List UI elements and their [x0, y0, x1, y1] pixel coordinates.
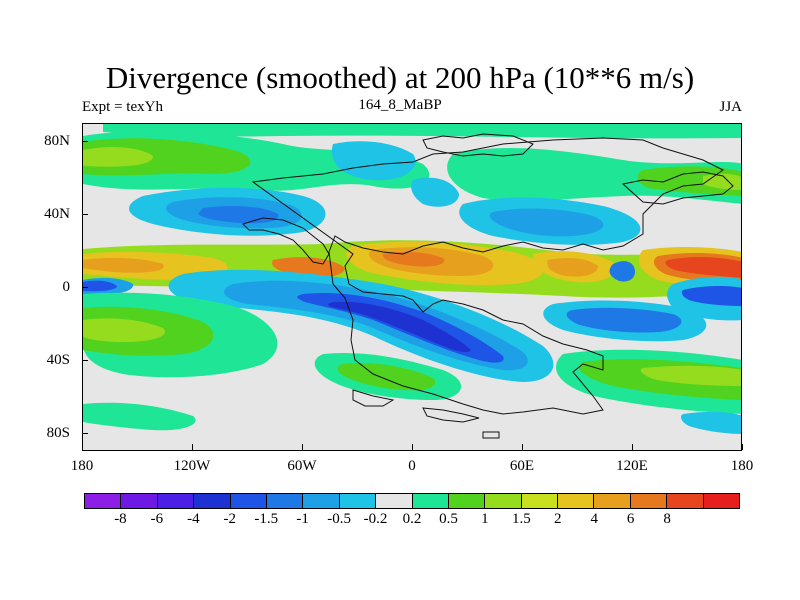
lat-tick-mark	[82, 432, 88, 434]
colorbar-label: 0.5	[439, 511, 458, 527]
lat-tick-label: 40S	[46, 351, 70, 368]
lat-tick-label: 80N	[44, 133, 70, 150]
period-label: 164_8_MaBP	[358, 97, 442, 113]
colorbar-swatch	[521, 494, 559, 508]
colorbar-label: -6	[150, 511, 164, 527]
colorbar-swatch	[703, 494, 740, 508]
divergence-contour-region	[637, 166, 741, 196]
experiment-label: Expt = texYh	[82, 99, 163, 115]
colorbar-label: -0.5	[327, 511, 351, 527]
lon-tick-label: 120E	[616, 458, 648, 474]
continent-outline	[422, 133, 534, 157]
lat-tick-mark	[82, 287, 88, 288]
lon-tick-mark	[302, 444, 303, 450]
divergence-contour-region	[489, 208, 604, 237]
colorbar-label: 4	[590, 511, 598, 527]
lat-tick-label: 80S	[46, 424, 70, 441]
colorbar-swatch	[630, 494, 668, 508]
lon-tick-label: 60E	[509, 458, 535, 474]
lon-tick-mark	[192, 444, 193, 450]
continent-outline	[482, 431, 500, 439]
colorbar-labels: -8 -6 -4 -2 -1.5 -1 -0.5 -0.2 0.2 0.5 1 1.5 2 4 6 8	[84, 510, 740, 530]
colorbar-label: 8	[663, 511, 671, 527]
map-panel	[82, 123, 742, 451]
colorbar-swatch	[376, 494, 413, 508]
divergence-contour-region	[411, 177, 459, 207]
colorbar-label: 6	[626, 511, 635, 527]
divergence-contour-region	[328, 301, 471, 353]
lon-tick-label: 0	[408, 458, 416, 474]
continent-outline	[352, 389, 395, 407]
colorbar-swatch	[594, 494, 631, 508]
colorbar-label: -1	[296, 511, 309, 527]
continent-outline	[422, 407, 480, 423]
lon-tick-mark	[522, 444, 523, 450]
lat-tick-label: 0	[62, 279, 71, 295]
divergence-field-map	[83, 124, 741, 450]
divergence-contour-region	[640, 365, 741, 386]
divergence-contour-region	[83, 280, 117, 292]
lon-tick-label: 180	[70, 458, 94, 474]
divergence-contour-region	[382, 251, 445, 267]
lat-tick-label: 40N	[44, 206, 70, 223]
lon-tick-label: 180	[730, 458, 754, 474]
colorbar	[84, 493, 740, 509]
lat-tick-mark	[82, 141, 88, 143]
colorbar-swatch	[485, 494, 522, 508]
divergence-contour-region	[331, 141, 416, 181]
lon-tick-mark	[82, 444, 83, 450]
continent-outline	[621, 171, 734, 205]
colorbar-swatch	[85, 494, 122, 508]
colorbar-swatch	[230, 494, 267, 508]
lat-tick-mark	[82, 359, 88, 361]
colorbar-swatch	[558, 494, 595, 508]
divergence-contour-region	[566, 307, 682, 333]
colorbar-swatch	[448, 494, 486, 508]
lon-tick-mark	[412, 444, 413, 450]
continent-outline	[251, 137, 724, 415]
divergence-contour-region	[83, 318, 165, 342]
colorbar-label: -4	[187, 511, 200, 527]
divergence-contour-region	[681, 411, 741, 434]
divergence-contour-region	[337, 362, 436, 391]
divergence-contour-region	[681, 286, 741, 306]
continent-outline	[242, 217, 330, 265]
colorbar-swatch	[339, 494, 377, 508]
colorbar-swatch	[266, 494, 304, 508]
figure-title: Divergence (smoothed) at 200 hPa (10**6 …	[105, 60, 695, 95]
divergence-contour-region	[83, 402, 196, 431]
colorbar-label: 2	[554, 511, 562, 527]
colorbar-label: -1.5	[254, 511, 279, 527]
colorbar-swatch	[667, 494, 704, 508]
colorbar-swatch	[121, 494, 158, 508]
lon-tick-mark	[632, 444, 633, 450]
lon-tick-label: 120W	[173, 458, 211, 474]
season-label: JJA	[719, 99, 742, 115]
colorbar-label: -2	[223, 511, 237, 527]
colorbar-swatch	[412, 494, 449, 508]
colorbar-label: 1	[481, 511, 489, 527]
colorbar-label: -0.2	[363, 511, 388, 527]
divergence-contour-region	[83, 257, 164, 273]
lon-tick-label: 60W	[287, 458, 317, 474]
divergence-contour-region	[103, 124, 741, 139]
divergence-contour-region	[547, 258, 599, 277]
divergence-contour-region	[609, 261, 635, 282]
colorbar-label: -8	[114, 511, 127, 527]
lat-tick-mark	[82, 214, 88, 216]
colorbar-label: 1.5	[511, 511, 531, 527]
colorbar-label: 0.2	[402, 511, 422, 527]
colorbar-swatch	[303, 494, 340, 508]
colorbar-swatch	[157, 494, 195, 508]
lon-tick-mark	[742, 444, 743, 450]
colorbar-swatch	[194, 494, 231, 508]
divergence-contour-region	[83, 147, 153, 167]
divergence-contour-region	[665, 256, 741, 278]
